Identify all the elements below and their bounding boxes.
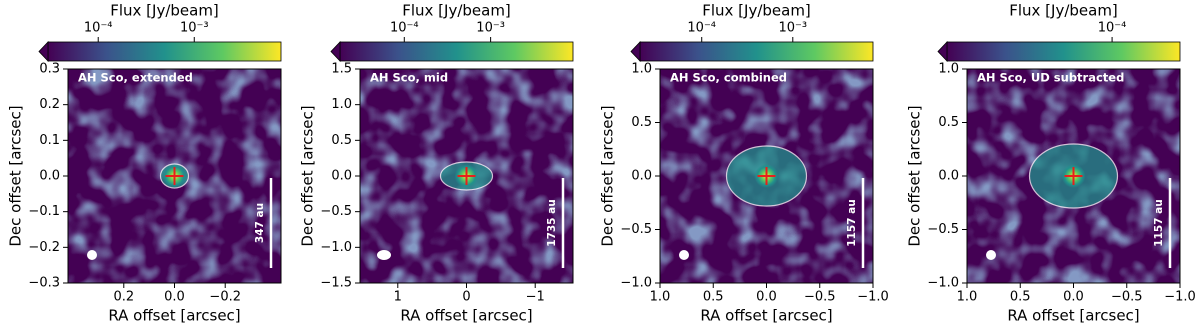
y-tick-label: 0.2 [39, 97, 60, 112]
x-axis-label: RA offset [arcsec] [1007, 307, 1139, 325]
colorbar [639, 41, 874, 62]
y-tick-label: 0.0 [331, 169, 352, 184]
x-tick-label: −0.5 [804, 290, 836, 305]
x-tick-label: 1.0 [957, 290, 978, 305]
image [967, 69, 1180, 283]
y-tick-label: −1.0 [320, 240, 352, 255]
image [660, 69, 873, 283]
y-tick-label: −0.2 [28, 240, 60, 255]
beam [679, 250, 689, 260]
panel-title: AH Sco, mid [370, 71, 448, 85]
y-tick-label: 1.0 [331, 97, 352, 112]
x-tick-label: 0.0 [164, 290, 185, 305]
y-tick-label: −0.5 [927, 222, 959, 237]
y-tick-label: −0.1 [28, 204, 60, 219]
colorbar [47, 41, 282, 62]
y-tick-label: −1.0 [620, 276, 652, 291]
y-tick-label: 0.5 [331, 133, 352, 148]
y-tick-label: 0.1 [39, 133, 60, 148]
y-axis-label: Dec offset [arcsec] [7, 105, 25, 246]
panel-title: AH Sco, extended [78, 71, 193, 85]
x-tick-label: 0.0 [756, 290, 777, 305]
y-axis-label: Dec offset [arcsec] [599, 105, 617, 246]
x-tick-label: 0.5 [703, 290, 724, 305]
colorbar [339, 41, 574, 62]
scale-bar-label: 1157 au [846, 199, 858, 246]
panel-title: AH Sco, UD subtracted [977, 71, 1124, 85]
colorbar-tick-label: 10⁻⁴ [84, 21, 113, 36]
y-tick-label: −0.3 [28, 276, 60, 291]
y-tick-label: 0.3 [39, 62, 60, 77]
panel-title: AH Sco, combined [670, 71, 787, 85]
y-tick-label: 1.5 [331, 62, 352, 77]
colorbar [946, 41, 1181, 62]
y-axis-label: Dec offset [arcsec] [906, 105, 924, 246]
y-axis-label: Dec offset [arcsec] [299, 105, 317, 246]
x-tick-label: −1.0 [857, 290, 889, 305]
x-tick-label: −1 [526, 290, 545, 305]
colorbar-tick-label: 10⁻⁴ [687, 21, 716, 36]
x-tick-label: 0.2 [113, 290, 134, 305]
y-tick-label: −0.5 [620, 222, 652, 237]
y-tick-label: −0.5 [320, 204, 352, 219]
scale-bar-label: 1157 au [1153, 199, 1165, 246]
colorbar-tick-label: 10⁻⁴ [1098, 21, 1127, 36]
y-tick-label: −1.0 [927, 276, 959, 291]
colorbar-label: Flux [Jy/beam] [1009, 2, 1118, 20]
colorbar-extend [630, 40, 641, 63]
colorbar-label: Flux [Jy/beam] [402, 2, 511, 20]
beam [986, 250, 996, 260]
image [68, 69, 281, 283]
x-axis-label: RA offset [arcsec] [108, 307, 240, 325]
x-tick-label: −0.2 [209, 290, 241, 305]
x-tick-label: −1.0 [1164, 290, 1196, 305]
y-tick-label: 0.5 [631, 115, 652, 130]
x-axis-label: RA offset [arcsec] [700, 307, 832, 325]
x-tick-label: 0.5 [1010, 290, 1031, 305]
colorbar-tick-label: 10⁻⁴ [390, 21, 419, 36]
x-tick-label: 1 [394, 290, 402, 305]
colorbar-tick-label: 10⁻³ [778, 21, 807, 36]
colorbar-label: Flux [Jy/beam] [702, 2, 811, 20]
y-tick-label: 0.0 [938, 169, 959, 184]
colorbar-extend [330, 40, 341, 63]
x-tick-label: 0 [462, 290, 470, 305]
y-tick-label: 0.5 [938, 115, 959, 130]
scale-bar-label: 347 au [254, 203, 266, 243]
colorbar-extend [38, 40, 49, 63]
colorbar-label: Flux [Jy/beam] [110, 2, 219, 20]
beam [87, 250, 97, 260]
y-tick-label: −1.5 [320, 276, 352, 291]
x-axis-label: RA offset [arcsec] [400, 307, 532, 325]
x-tick-label: 1.0 [650, 290, 671, 305]
y-tick-label: 1.0 [631, 62, 652, 77]
scale-bar-label: 1735 au [546, 199, 558, 246]
y-tick-label: 1.0 [938, 62, 959, 77]
y-tick-label: 0.0 [39, 169, 60, 184]
colorbar-tick-label: 10⁻³ [476, 21, 505, 36]
colorbar-extend [937, 40, 948, 63]
image [360, 69, 573, 283]
beam [377, 250, 391, 260]
x-tick-label: −0.5 [1111, 290, 1143, 305]
y-tick-label: 0.0 [631, 169, 652, 184]
x-tick-label: 0.0 [1063, 290, 1084, 305]
colorbar-tick-label: 10⁻³ [180, 21, 209, 36]
